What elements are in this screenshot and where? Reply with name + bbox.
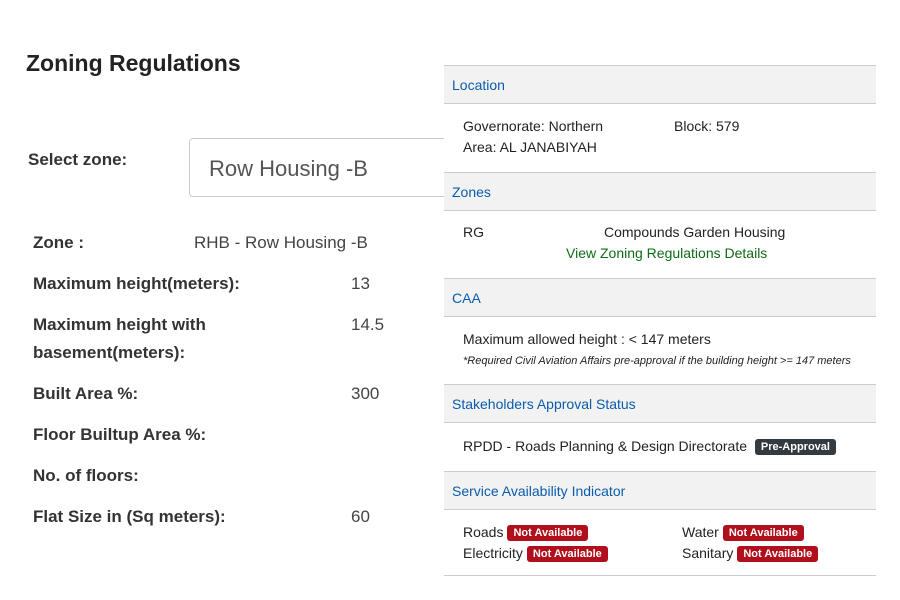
detail-value: 60 [351,507,370,526]
select-value: Row Housing -B [209,156,368,181]
detail-value: 300 [351,384,380,403]
area: Area: AL JANABIYAH [463,139,597,155]
divider [444,575,876,576]
stakeholder: RPDD - Roads Planning & Design Directora… [463,438,748,454]
detail-label: Zone : [33,233,84,252]
max-height: Maximum allowed height : < 147 meters [463,331,711,347]
section-title: Stakeholders Approval Status [452,396,636,412]
caa-note: *Required Civil Aviation Affairs pre-app… [463,355,851,367]
block: Block: 579 [674,118,740,134]
detail-value: 13 [351,274,370,293]
details-link[interactable]: View Zoning Regulations Details [566,245,768,261]
section-title: Location [452,77,505,93]
zone-select[interactable]: Row Housing -B [189,138,489,197]
detail-label: Flat Size in (Sq meters): [33,507,226,526]
section-header: Service Availability Indicator [444,471,876,510]
status-badge: Not Available [722,525,804,541]
service: Electricity [463,545,523,561]
status-badge: Not Available [526,546,608,562]
zone-name: Compounds Garden Housing [604,224,786,240]
zone-code: RG [463,224,484,240]
section-title: Zones [452,184,491,200]
detail-value: 14.5 [351,315,385,334]
page-title: Zoning Regulations [26,50,241,76]
section-title: CAA [452,290,481,306]
section-header: CAA [444,278,876,317]
detail-value: RHB - Row Housing -B [194,233,368,252]
status-badge: Not Available [507,525,589,541]
service: Roads [463,524,504,540]
governorate: Governorate: Northern [463,118,604,134]
section-header: Location [444,65,876,104]
detail-label: Maximum height with basement(meters): [33,315,206,362]
detail-label: Floor Builtup Area %: [33,425,207,444]
status-badge: Not Available [737,546,819,562]
section-header: Zones [444,172,876,211]
detail-label: No. of floors: [33,466,139,485]
detail-label: Maximum height(meters): [33,274,240,293]
section-header: Stakeholders Approval Status [444,384,876,423]
select-label: Select zone: [28,150,128,169]
status-badge: Pre-Approval [754,439,836,455]
service: Sanitary [682,545,734,561]
service: Water [682,524,719,540]
detail-label: Built Area %: [33,384,139,403]
section-title: Service Availability Indicator [452,483,626,499]
info-panel: Location Governorate: Northern Block: 57… [444,65,876,576]
